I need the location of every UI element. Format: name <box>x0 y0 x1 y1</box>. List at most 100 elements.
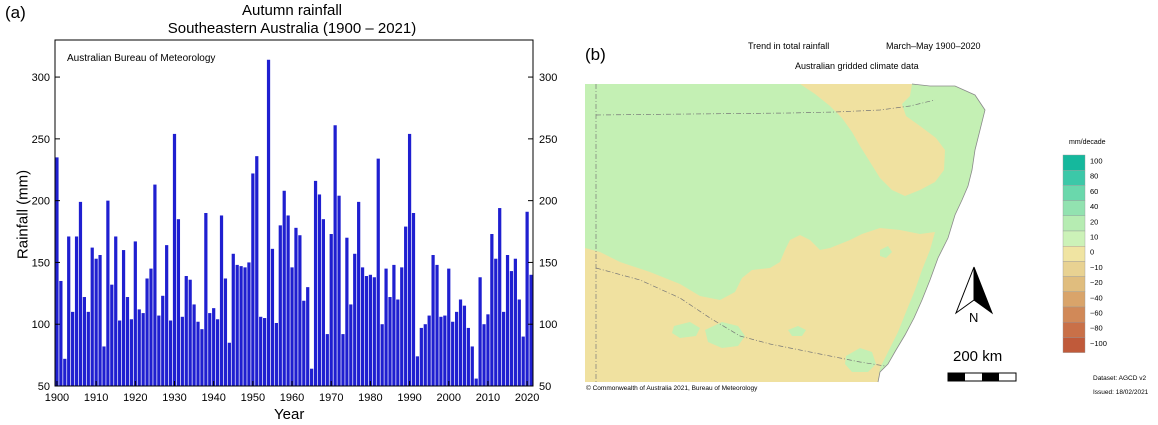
bar <box>502 311 506 386</box>
bar <box>274 322 278 386</box>
bar <box>212 308 216 386</box>
legend-label: 60 <box>1090 187 1098 196</box>
bar <box>188 279 192 386</box>
dataset-label: Dataset: AGCD v2 <box>1093 375 1147 382</box>
plot-frame <box>54 39 534 387</box>
bar <box>94 258 98 386</box>
bar <box>388 297 392 386</box>
map-tan-south <box>585 228 935 382</box>
bar <box>118 320 122 386</box>
bar <box>145 278 149 386</box>
bar <box>380 324 384 386</box>
bar <box>98 255 102 386</box>
bar <box>321 219 325 386</box>
bar <box>357 201 361 386</box>
bar <box>337 195 341 386</box>
map-copyright: © Commonwealth of Australia 2021, Bureau… <box>586 385 758 392</box>
bar <box>110 284 114 386</box>
bar <box>90 247 94 386</box>
legend-title: mm/decade <box>1069 139 1106 146</box>
map-green-blob-6 <box>936 88 952 104</box>
legend-label: 40 <box>1090 202 1098 211</box>
bar <box>184 276 188 386</box>
bar <box>431 255 435 386</box>
bar <box>278 225 282 386</box>
x-tick-label: 1950 <box>241 392 265 404</box>
bar <box>353 253 357 386</box>
bar <box>482 324 486 386</box>
map-subtitle: Australian gridded climate data <box>795 61 919 71</box>
bar <box>529 274 533 386</box>
bar <box>443 315 447 386</box>
bar <box>364 276 369 386</box>
bar <box>427 315 431 386</box>
bar <box>404 226 408 386</box>
y-axis-title: Rainfall (mm) <box>14 169 32 260</box>
map-green-blob-5 <box>880 246 892 258</box>
bar <box>407 133 412 386</box>
bar <box>317 194 322 386</box>
bar <box>67 236 71 386</box>
y-tick-label-left: 300 <box>32 72 50 84</box>
bar <box>310 368 314 386</box>
legend-swatch <box>1062 337 1086 353</box>
issued-label: Issued: 18/02/2021 <box>1093 389 1149 396</box>
bar <box>435 264 439 386</box>
map-green-blob-1 <box>705 322 745 348</box>
legend-label: −100 <box>1090 339 1107 348</box>
bar <box>447 268 451 386</box>
chart-title-line2: Southeastern Australia (1900 – 2021) <box>167 20 417 37</box>
bar <box>86 311 90 386</box>
y-tick-label-right: 250 <box>539 134 557 146</box>
bar <box>286 215 290 386</box>
map-green-blob-4 <box>788 326 806 336</box>
bar <box>451 321 455 386</box>
bar <box>466 327 470 386</box>
bar <box>223 278 228 386</box>
map-state-border-south <box>595 267 886 367</box>
legend-label: −20 <box>1090 278 1103 287</box>
bar <box>313 180 318 386</box>
bar <box>235 264 239 386</box>
bar <box>82 297 86 386</box>
legend-swatch <box>1062 291 1086 308</box>
y-tick-label-right: 200 <box>539 196 557 208</box>
bar <box>458 299 463 386</box>
bar <box>341 334 345 386</box>
bar <box>168 320 173 386</box>
x-tick-label: 1960 <box>280 392 304 404</box>
bar <box>325 334 329 386</box>
bar <box>196 321 200 386</box>
bar <box>227 342 231 386</box>
legend-label: −10 <box>1090 263 1103 272</box>
legend-label: −60 <box>1090 309 1103 318</box>
bar <box>219 215 224 386</box>
bar <box>63 358 67 386</box>
bar <box>486 314 490 386</box>
bar <box>133 241 137 386</box>
bar <box>215 319 220 386</box>
bar <box>505 255 510 386</box>
bar <box>129 319 134 386</box>
x-tick-label: 2020 <box>515 392 539 404</box>
y-tick-label-left: 100 <box>32 319 50 331</box>
bar <box>141 313 145 386</box>
bar <box>239 266 243 386</box>
scale-label: 200 km <box>953 348 1003 365</box>
bar <box>243 267 247 386</box>
bar <box>333 125 337 386</box>
bar <box>290 267 294 386</box>
map-title: Trend in total rainfall <box>748 41 830 51</box>
bar <box>478 277 482 386</box>
bar <box>419 327 423 386</box>
bar <box>294 227 298 386</box>
x-tick-label: 1900 <box>45 392 69 404</box>
bar <box>411 213 416 386</box>
y-tick-label-left: 200 <box>32 196 50 208</box>
y-tick-label-left: 50 <box>38 381 50 393</box>
bar <box>165 245 169 386</box>
bar <box>494 258 498 386</box>
x-tick-label: 1920 <box>123 392 147 404</box>
legend-swatch <box>1062 169 1086 186</box>
